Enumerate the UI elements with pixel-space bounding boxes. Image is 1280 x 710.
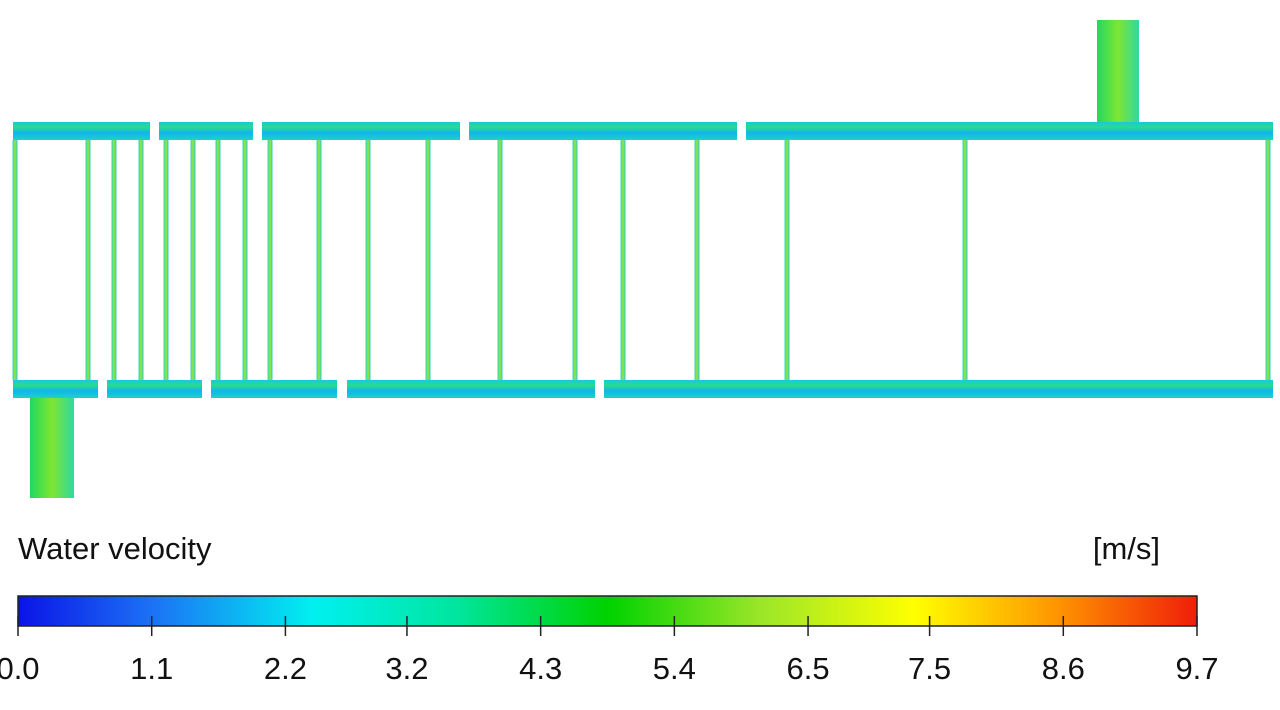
tube: [190, 140, 196, 380]
top-header: [262, 122, 460, 140]
top-header: [746, 122, 1273, 140]
bottom-header: [347, 380, 595, 398]
colorbar: [17, 595, 1198, 627]
tube: [694, 140, 700, 380]
tube: [12, 140, 18, 380]
tube: [242, 140, 248, 380]
tick-label: 6.5: [786, 651, 829, 686]
tube: [111, 140, 117, 380]
tick-label: 7.5: [908, 651, 951, 686]
tube: [1265, 140, 1271, 380]
tube: [620, 140, 626, 380]
bottom-header: [13, 380, 98, 398]
top-header: [159, 122, 253, 140]
tube: [784, 140, 790, 380]
tube: [215, 140, 221, 380]
tick-label: 3.2: [385, 651, 428, 686]
tube: [138, 140, 144, 380]
tube: [572, 140, 578, 380]
tube: [962, 140, 968, 380]
tick-label: 2.2: [264, 651, 307, 686]
bottom-header: [107, 380, 202, 398]
tube: [267, 140, 273, 380]
outlet: [1097, 20, 1139, 122]
tube: [163, 140, 169, 380]
tube: [316, 140, 322, 380]
colorbar-title: Water velocity: [18, 531, 212, 566]
colorbar-unit: [m/s]: [1093, 531, 1160, 566]
top-header: [13, 122, 150, 140]
bottom-header: [604, 380, 1273, 398]
tick-label: 5.4: [653, 651, 696, 686]
tube: [85, 140, 91, 380]
tube: [365, 140, 371, 380]
bottom-header: [211, 380, 337, 398]
tick-label: 1.1: [130, 651, 173, 686]
tube: [497, 140, 503, 380]
tick-label: 9.7: [1175, 651, 1218, 686]
tick-label: 0.0: [0, 651, 40, 686]
flow-geometry: [12, 20, 1273, 498]
inlet: [30, 398, 74, 498]
tube: [425, 140, 431, 380]
tick-label: 8.6: [1042, 651, 1085, 686]
top-header: [469, 122, 737, 140]
tick-label: 4.3: [519, 651, 562, 686]
